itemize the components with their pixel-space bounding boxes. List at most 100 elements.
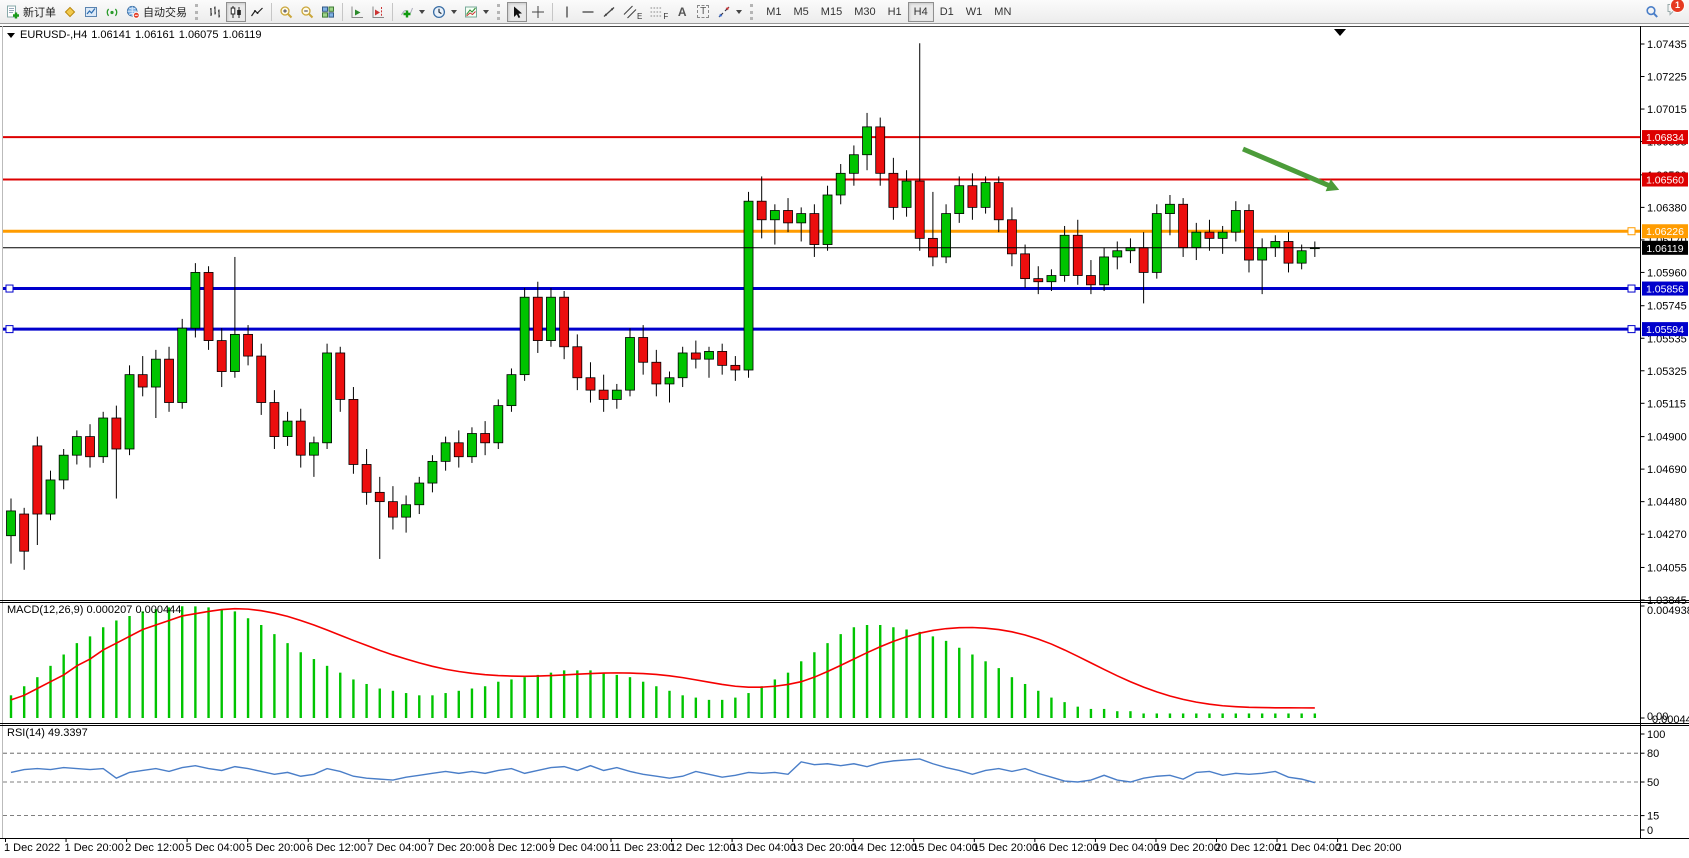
trend-arrow-head[interactable] [1325, 179, 1340, 192]
notifications-button[interactable]: 1 [1666, 0, 1685, 21]
templates-button[interactable] [461, 2, 492, 22]
equidistant-channel-tool-button[interactable]: E [620, 2, 645, 22]
fibonacci-tool-button[interactable]: F [646, 2, 671, 22]
trend-arrow-line[interactable] [1242, 146, 1331, 189]
vertical-line-tool-button[interactable] [557, 2, 577, 22]
notification-badge: 1 [1670, 0, 1685, 13]
chart-symbol-period: EURUSD-,H4 [20, 29, 88, 41]
chart-shift-marker[interactable] [1334, 29, 1346, 36]
text-tool-button[interactable]: A [672, 2, 692, 22]
price-tick-label: 1.04690 [1647, 464, 1687, 476]
line-selection-handle[interactable] [1627, 227, 1636, 236]
price-line-label-text: 1.06119 [1646, 243, 1683, 255]
price-line-label [1642, 130, 1688, 145]
price-tick-label: 1.04480 [1647, 497, 1687, 509]
timeframe-button-mn[interactable]: MN [988, 2, 1017, 22]
chart-canvas[interactable]: 1.074351.072251.070151.068051.065901.063… [0, 24, 1689, 858]
rsi-scale-label: 100 [1647, 729, 1665, 741]
toolbar-right-group: 1 [1642, 0, 1686, 22]
crosshair-tool-button[interactable] [528, 2, 548, 22]
line-chart-button[interactable] [247, 2, 267, 22]
chart-shift-icon [372, 6, 384, 18]
auto-scroll-icon [351, 6, 363, 18]
channel-letter: E [637, 11, 643, 21]
rsi-scale-label: 50 [1647, 777, 1659, 789]
price-tick-label: 1.04900 [1647, 432, 1687, 444]
line-selection-handle[interactable] [1627, 325, 1636, 334]
timeframe-group: M1 M5 M15 M30 H1 H4 D1 W1 MN [760, 1, 1017, 22]
indicators-button[interactable] [397, 2, 428, 22]
dropdown-caret [483, 9, 489, 14]
ohlc-high: 1.06161 [135, 29, 175, 41]
text-label-tool-button[interactable]: T [693, 2, 713, 22]
time-tick-label: 15 Dec 20:00 [973, 842, 1038, 854]
price-tick-label: 1.07015 [1647, 104, 1687, 116]
new-order-button[interactable]: 新订单 [3, 2, 59, 22]
signal-icon [106, 8, 118, 16]
arrows-tool-button[interactable] [714, 2, 745, 22]
chart-shift-button[interactable] [368, 2, 388, 22]
crosshair-icon [532, 5, 544, 18]
candlestick-chart-button[interactable] [226, 1, 246, 22]
ohlc-open: 1.06141 [91, 29, 131, 41]
zoom-in-icon [280, 5, 293, 18]
search-icon [1646, 5, 1658, 18]
cursor-icon [514, 6, 522, 18]
charts-button[interactable] [81, 2, 101, 22]
time-tick-label: 20 Dec 12:00 [1215, 842, 1280, 854]
line-selection-handle[interactable] [1627, 284, 1636, 293]
timeframe-button-w1[interactable]: W1 [960, 2, 989, 22]
rsi-scale-label: 15 [1647, 811, 1659, 823]
zoom-in-button[interactable] [276, 2, 296, 22]
horizontal-line-icon [582, 10, 594, 13]
time-tick-label: 7 Dec 20:00 [428, 842, 487, 854]
price-tick-label: 1.04270 [1647, 529, 1687, 541]
rsi-scale-label: 0 [1647, 825, 1653, 837]
price-tick-label: 1.07225 [1647, 72, 1687, 84]
time-tick-label: 14 Dec 12:00 [852, 842, 917, 854]
profiles-icon [64, 6, 76, 17]
autotrading-button[interactable]: 自动交易 [123, 2, 190, 22]
price-line-label [1642, 172, 1688, 187]
search-button[interactable] [1642, 2, 1662, 22]
zoom-out-icon [301, 5, 314, 18]
line-chart-icon [251, 7, 263, 16]
dropdown-caret [419, 9, 425, 14]
trendline-tool-button[interactable] [599, 2, 619, 22]
timeframe-button-m5[interactable]: M5 [788, 2, 815, 22]
toolbar-separator [552, 2, 553, 21]
add-indicator-icon [401, 7, 413, 17]
price-tick-label: 1.05745 [1647, 301, 1687, 313]
timeframe-button-d1[interactable]: D1 [934, 2, 960, 22]
timeframe-button-h4[interactable]: H4 [907, 1, 934, 22]
tile-windows-icon [322, 6, 334, 18]
line-selection-handle[interactable] [5, 325, 14, 334]
cursor-tool-button[interactable] [507, 1, 527, 22]
timeframe-button-h1[interactable]: H1 [882, 2, 908, 22]
auto-scroll-button[interactable] [347, 2, 367, 22]
navigator-button[interactable] [102, 2, 122, 22]
fibonacci-icon [650, 7, 662, 16]
time-tick-label: 13 Dec 04:00 [731, 842, 796, 854]
time-tick-label: 13 Dec 20:00 [791, 842, 856, 854]
macd-scale-label: 0.000449 [1652, 714, 1689, 726]
timeframe-button-m15[interactable]: M15 [815, 2, 848, 22]
time-tick-label: 8 Dec 12:00 [488, 842, 547, 854]
tile-windows-button[interactable] [318, 2, 338, 22]
price-tick-label: 1.06380 [1647, 202, 1687, 214]
toolbar-separator [271, 2, 272, 21]
timeframe-button-m30[interactable]: M30 [848, 2, 881, 22]
bar-chart-button[interactable] [205, 2, 225, 22]
template-icon [465, 6, 477, 17]
price-line-label-text: 1.06226 [1646, 226, 1684, 238]
time-tick-label: 1 Dec 20:00 [65, 842, 124, 854]
periods-button[interactable] [429, 2, 460, 22]
horizontal-line-tool-button[interactable] [578, 2, 598, 22]
price-tick-label: 1.04055 [1647, 562, 1687, 574]
line-selection-handle[interactable] [5, 284, 14, 293]
chart-menu-icon[interactable] [7, 33, 15, 38]
text-tool-icon: A [677, 4, 687, 19]
profiles-button[interactable] [60, 2, 80, 22]
zoom-out-button[interactable] [297, 2, 317, 22]
timeframe-button-m1[interactable]: M1 [760, 2, 787, 22]
